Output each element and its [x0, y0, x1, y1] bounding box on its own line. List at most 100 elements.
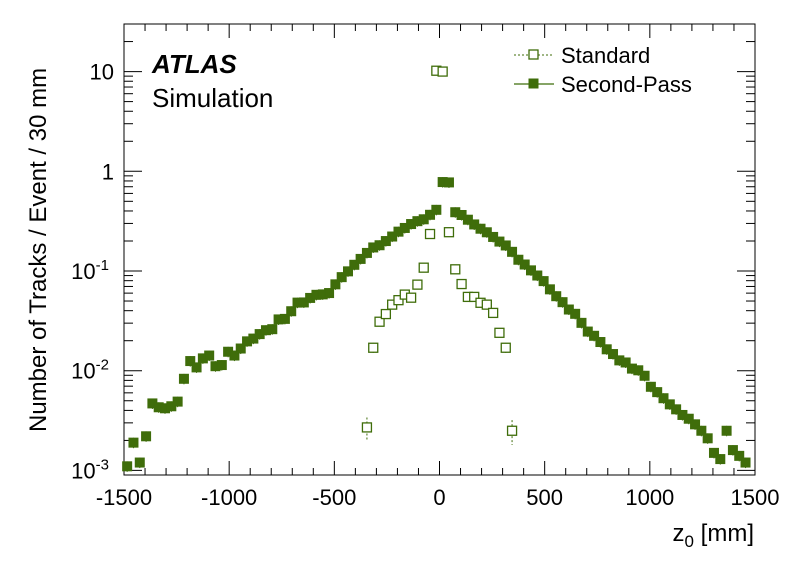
point-second-pass — [727, 445, 738, 456]
point-second-pass — [645, 381, 656, 392]
x-tick-label: -1000 — [201, 485, 257, 510]
point-standard — [450, 264, 461, 275]
y-tick-label: 10-2 — [71, 357, 109, 384]
point-second-pass — [279, 313, 290, 324]
point-standard — [380, 308, 392, 320]
point-standard — [506, 425, 518, 436]
point-second-pass — [576, 317, 587, 328]
point-standard — [481, 299, 492, 310]
point-second-pass — [178, 373, 189, 384]
x-axis-title: z0 [mm] — [673, 520, 754, 551]
point-second-pass — [229, 350, 240, 361]
point-second-pass — [500, 240, 511, 251]
legend-marker-second-pass — [528, 78, 539, 89]
point-standard — [393, 295, 404, 306]
point-second-pass — [538, 276, 549, 287]
point-second-pass — [507, 246, 518, 257]
point-second-pass — [191, 362, 202, 373]
point-standard — [405, 292, 417, 303]
legend-label-standard: Standard — [561, 43, 650, 68]
point-second-pass — [324, 288, 335, 299]
y-tick-label: 10-1 — [71, 257, 109, 284]
point-second-pass — [551, 291, 562, 302]
point-second-pass — [690, 419, 701, 430]
point-standard — [487, 307, 499, 319]
point-standard — [368, 342, 379, 353]
point-second-pass — [361, 247, 372, 258]
point-standard — [469, 291, 480, 303]
atlas-label: ATLAS — [151, 49, 237, 79]
y-tick-label: 10 — [90, 60, 114, 85]
point-second-pass — [122, 461, 133, 472]
simulation-label: Simulation — [152, 83, 273, 113]
point-second-pass — [141, 431, 152, 442]
point-standard — [456, 278, 467, 290]
x-tick-label: 1000 — [625, 485, 674, 510]
point-second-pass — [286, 306, 297, 317]
point-second-pass — [633, 365, 644, 376]
point-standard — [361, 422, 373, 433]
point-second-pass — [683, 413, 694, 424]
x-tick-label: -1500 — [96, 485, 152, 510]
point-second-pass — [172, 396, 183, 407]
point-second-pass — [544, 284, 555, 295]
point-second-pass — [721, 425, 732, 436]
point-second-pass — [355, 253, 366, 264]
point-second-pass — [639, 370, 650, 381]
point-second-pass — [343, 266, 354, 277]
y-axis-title: Number of Tracks / Event / 30 mm — [25, 68, 52, 432]
point-second-pass — [589, 330, 600, 341]
x-tick-labels: -1500 -1000 -500 0 500 1000 1500 — [96, 485, 780, 510]
point-second-pass — [185, 356, 196, 367]
point-second-pass — [595, 337, 606, 348]
point-second-pass — [715, 454, 726, 465]
point-second-pass — [525, 265, 536, 276]
point-second-pass — [740, 457, 751, 468]
y-tick-label: 1 — [102, 159, 114, 184]
point-second-pass — [349, 259, 360, 270]
point-second-pass — [128, 437, 139, 448]
axis-ticks — [123, 23, 756, 476]
x-tick-label: 0 — [433, 485, 445, 510]
point-second-pass — [702, 433, 713, 444]
point-standard — [437, 66, 448, 77]
legend-label-second-pass: Second-Pass — [561, 72, 692, 97]
point-standard — [494, 327, 505, 338]
legend-item-second-pass: Second-Pass — [514, 72, 692, 97]
point-standard — [418, 262, 429, 273]
series-second-pass — [122, 177, 751, 472]
point-second-pass — [336, 272, 347, 283]
point-second-pass — [557, 297, 568, 308]
y-tick-labels: 10-3 10-2 10-1 1 10 — [71, 60, 114, 484]
x-tick-label: 500 — [526, 485, 563, 510]
point-second-pass — [330, 279, 341, 290]
point-second-pass — [620, 357, 631, 368]
point-standard — [443, 227, 455, 238]
legend: Standard Second-Pass — [514, 43, 692, 97]
series-layer — [122, 65, 751, 472]
y-tick-label: 10-3 — [71, 456, 109, 483]
point-second-pass — [134, 457, 145, 468]
point-second-pass — [658, 393, 669, 404]
point-second-pass — [267, 324, 278, 335]
point-second-pass — [216, 360, 227, 371]
point-second-pass — [532, 270, 543, 281]
point-second-pass — [519, 259, 530, 270]
point-second-pass — [652, 387, 663, 398]
point-second-pass — [734, 450, 745, 461]
point-second-pass — [570, 308, 581, 319]
point-second-pass — [443, 177, 454, 188]
series-standard — [361, 65, 518, 445]
legend-item-standard: Standard — [514, 43, 650, 68]
point-standard — [500, 342, 511, 353]
point-standard — [424, 228, 436, 240]
point-second-pass — [204, 350, 215, 361]
point-standard — [412, 279, 423, 290]
point-second-pass — [608, 349, 619, 360]
x-tick-label: -500 — [312, 485, 356, 510]
point-second-pass — [696, 425, 707, 436]
point-second-pass — [671, 404, 682, 415]
point-second-pass — [235, 343, 246, 354]
x-tick-label: 1500 — [731, 485, 780, 510]
